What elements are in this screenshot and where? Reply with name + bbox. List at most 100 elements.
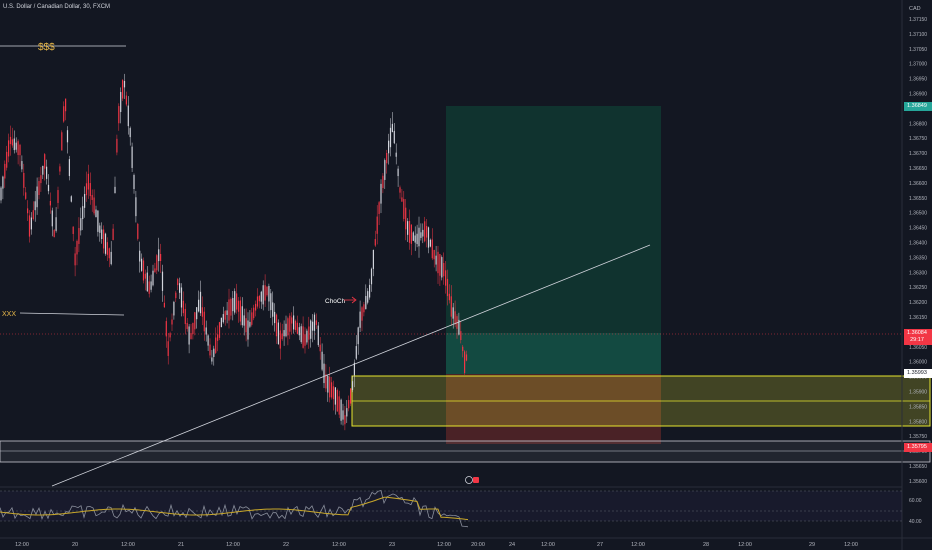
candle-body xyxy=(407,221,409,235)
candle-body xyxy=(211,357,213,362)
candle-body xyxy=(4,163,6,179)
candle-body xyxy=(70,196,72,202)
candle-body xyxy=(285,323,287,337)
rsi-tick: 60.00 xyxy=(909,498,922,504)
candle-body xyxy=(51,210,53,227)
candle-body xyxy=(272,302,274,317)
candle-body xyxy=(95,209,97,218)
candle-body xyxy=(32,210,34,219)
candle-body xyxy=(188,326,190,345)
time-tick: 21 xyxy=(178,542,184,548)
candle-body xyxy=(129,128,131,138)
candle-body xyxy=(239,300,241,322)
candle-body xyxy=(104,233,107,254)
candle-body xyxy=(260,291,262,302)
candle-body xyxy=(150,281,152,290)
candle-body xyxy=(236,293,238,310)
candle-body xyxy=(452,307,454,319)
choch-label: ChoCh xyxy=(325,298,346,305)
candle-body xyxy=(167,341,169,356)
price-tick: 1.36700 xyxy=(909,151,927,157)
candle-body xyxy=(13,138,15,151)
candle-body xyxy=(327,375,329,393)
candle-body xyxy=(306,330,308,343)
candle-body xyxy=(336,389,338,412)
candle-body xyxy=(458,319,460,335)
stop-price-text: 1.35795 xyxy=(907,444,927,450)
candle-body xyxy=(262,285,264,305)
candle-body xyxy=(173,301,175,316)
candle-body xyxy=(342,410,344,420)
trendline[interactable] xyxy=(51,244,651,487)
stop-price-badge xyxy=(904,443,932,452)
candle-body xyxy=(203,311,205,332)
price-tick: 1.37150 xyxy=(909,17,927,23)
candle-body xyxy=(329,376,331,398)
candle-body xyxy=(15,142,17,150)
candle-body xyxy=(118,106,120,124)
candle-body xyxy=(106,242,108,255)
price-tick: 1.36800 xyxy=(909,121,927,127)
candle-body xyxy=(274,311,276,324)
candle-body xyxy=(65,98,67,112)
candle-body xyxy=(47,184,50,192)
candle-body xyxy=(152,270,154,286)
candle-body xyxy=(154,268,156,273)
candle-body xyxy=(247,320,249,340)
entry-price-text: 1.35993 xyxy=(907,370,927,376)
price-tick: 1.36050 xyxy=(909,345,927,351)
time-tick: 12:00 xyxy=(332,542,346,548)
candle-body xyxy=(30,217,32,230)
candle-body xyxy=(361,307,363,321)
low-zone[interactable] xyxy=(0,440,931,463)
candle-body xyxy=(287,318,289,336)
price-tick: 1.36600 xyxy=(909,181,927,187)
take-profit-zone[interactable] xyxy=(446,106,661,374)
candle-body xyxy=(11,139,13,146)
time-tick: 12:00 xyxy=(738,542,752,548)
candle-body xyxy=(217,334,219,341)
candle-body xyxy=(76,240,78,255)
candle-body xyxy=(317,325,319,346)
candle-body xyxy=(300,326,302,343)
candle-body xyxy=(275,314,278,337)
stop-loss-zone[interactable] xyxy=(446,374,661,444)
candle-body xyxy=(412,232,414,241)
candle-body xyxy=(264,285,266,301)
candle-body xyxy=(55,217,57,231)
candle-body xyxy=(112,228,114,240)
candle-body xyxy=(23,172,25,188)
candle-body xyxy=(391,123,393,133)
candle-body xyxy=(61,132,63,151)
candle-body xyxy=(338,396,340,415)
price-tick: 1.35800 xyxy=(909,419,927,425)
candle-body xyxy=(418,227,420,247)
take-profit-zone-filled xyxy=(446,333,661,374)
rsi-tick: 40.00 xyxy=(909,519,922,525)
candle-body xyxy=(84,194,86,208)
candle-body xyxy=(334,387,336,405)
candle-body xyxy=(234,291,236,313)
candle-body xyxy=(127,105,129,127)
candle-body xyxy=(146,272,148,292)
candle-body xyxy=(85,183,88,196)
price-tick: 1.36300 xyxy=(909,270,927,276)
target-price-badge xyxy=(904,102,932,111)
low-line[interactable] xyxy=(19,312,125,316)
candle-body xyxy=(384,160,386,180)
candle-body xyxy=(251,312,253,325)
candle-body xyxy=(308,326,310,340)
symbol-title[interactable]: U.S. Dollar / Canadian Dollar, 30, FXCM xyxy=(3,4,111,10)
candle-body xyxy=(110,251,112,265)
candle-body xyxy=(133,174,135,190)
time-axis[interactable]: 12:00 20 12:00 21 12:00 22 12:00 23 12:00 20:00 24… xyxy=(15,542,858,548)
candle-body xyxy=(369,284,371,298)
candle-body xyxy=(137,223,139,239)
candle-body xyxy=(399,187,401,193)
flag-icon[interactable] xyxy=(473,477,479,483)
candle-body xyxy=(158,249,160,262)
candle-body xyxy=(142,260,145,281)
replay-icon[interactable] xyxy=(465,476,473,484)
candle-body xyxy=(422,229,424,237)
